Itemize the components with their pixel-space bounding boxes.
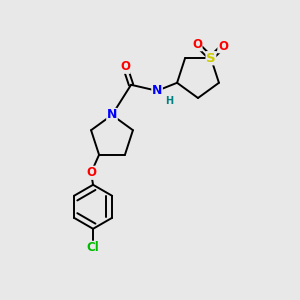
- Text: O: O: [120, 60, 130, 73]
- Text: N: N: [152, 84, 162, 97]
- Text: N: N: [107, 109, 117, 122]
- Text: O: O: [218, 40, 228, 53]
- Text: O: O: [192, 38, 202, 51]
- Text: S: S: [206, 52, 216, 65]
- Text: H: H: [165, 96, 173, 106]
- Text: Cl: Cl: [87, 241, 99, 254]
- Text: O: O: [86, 166, 96, 179]
